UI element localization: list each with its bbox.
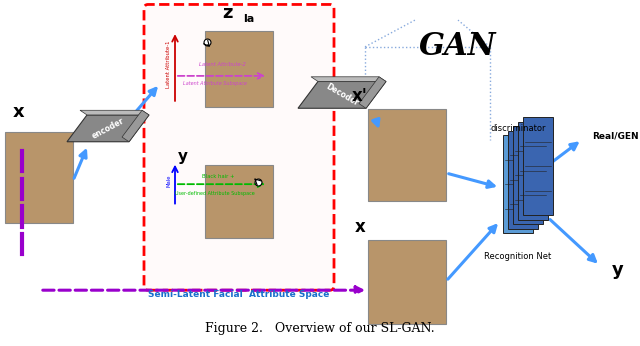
Text: Figure 2.   Overview of our SL-GAN.: Figure 2. Overview of our SL-GAN. bbox=[205, 322, 435, 335]
FancyBboxPatch shape bbox=[144, 4, 334, 290]
Text: Latent Attribute-2: Latent Attribute-2 bbox=[198, 62, 245, 67]
FancyBboxPatch shape bbox=[205, 165, 273, 238]
FancyBboxPatch shape bbox=[205, 31, 273, 107]
Text: Latent Attribute Subspace: Latent Attribute Subspace bbox=[183, 81, 247, 86]
FancyBboxPatch shape bbox=[513, 126, 543, 224]
Polygon shape bbox=[67, 115, 149, 142]
Text: x': x' bbox=[352, 87, 368, 105]
Text: Semi-Latent Facial  Attribute Space: Semi-Latent Facial Attribute Space bbox=[148, 290, 330, 299]
FancyBboxPatch shape bbox=[503, 135, 533, 233]
Polygon shape bbox=[311, 77, 386, 81]
FancyBboxPatch shape bbox=[368, 240, 446, 324]
Polygon shape bbox=[122, 110, 149, 142]
Text: z: z bbox=[223, 4, 233, 22]
Text: User-defined Attribute Subspace: User-defined Attribute Subspace bbox=[175, 191, 255, 195]
Text: Black hair +: Black hair + bbox=[202, 174, 234, 179]
FancyBboxPatch shape bbox=[523, 117, 553, 216]
Text: Recognition Net: Recognition Net bbox=[484, 252, 552, 261]
Text: Real/GEN: Real/GEN bbox=[592, 132, 639, 141]
Polygon shape bbox=[298, 81, 386, 108]
Polygon shape bbox=[359, 77, 386, 108]
Text: discriminator: discriminator bbox=[490, 124, 546, 133]
Text: Male: Male bbox=[166, 175, 172, 187]
FancyBboxPatch shape bbox=[508, 130, 538, 229]
Text: encoder: encoder bbox=[90, 116, 125, 140]
Text: GAN: GAN bbox=[419, 31, 497, 62]
FancyBboxPatch shape bbox=[5, 132, 73, 223]
Text: Decoder: Decoder bbox=[324, 82, 360, 108]
Text: y: y bbox=[178, 149, 188, 164]
Text: Latent Attribute-1: Latent Attribute-1 bbox=[166, 41, 172, 89]
Text: x: x bbox=[355, 218, 365, 236]
Polygon shape bbox=[80, 110, 149, 115]
FancyBboxPatch shape bbox=[368, 109, 446, 201]
Text: y: y bbox=[612, 261, 624, 279]
Text: x: x bbox=[13, 103, 25, 121]
Text: la: la bbox=[243, 14, 254, 24]
FancyBboxPatch shape bbox=[518, 122, 548, 220]
